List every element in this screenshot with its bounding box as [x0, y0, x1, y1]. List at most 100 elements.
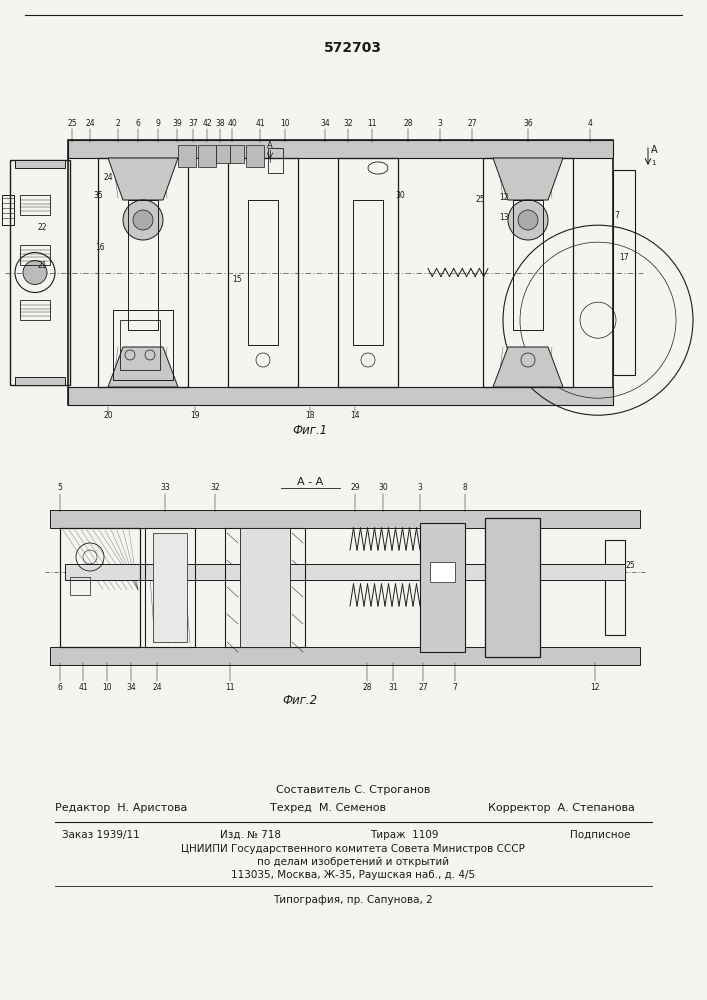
Text: 34: 34	[320, 119, 330, 128]
Text: 8: 8	[462, 483, 467, 492]
Bar	[20, 300, 50, 320]
Text: 11: 11	[367, 119, 377, 128]
Text: А - А: А - А	[297, 477, 323, 487]
Text: 19: 19	[190, 410, 200, 420]
Text: Типография, пр. Сапунова, 2: Типография, пр. Сапунова, 2	[273, 895, 433, 905]
Text: 36: 36	[523, 119, 533, 128]
Text: 13: 13	[499, 214, 509, 223]
Text: 24: 24	[152, 683, 162, 692]
Text: Корректор  А. Степанова: Корректор А. Степанова	[488, 803, 635, 813]
Text: 4: 4	[588, 119, 592, 128]
Text: 42: 42	[202, 119, 212, 128]
Text: 7: 7	[452, 683, 457, 692]
Text: 17: 17	[619, 253, 629, 262]
Text: 32: 32	[343, 119, 353, 128]
Bar	[216, 145, 230, 163]
Polygon shape	[493, 158, 563, 200]
Bar	[613, 170, 635, 375]
Text: 39: 39	[172, 119, 182, 128]
Bar	[50, 510, 640, 528]
Bar	[60, 528, 140, 647]
Text: 33: 33	[160, 483, 170, 492]
Text: 40: 40	[227, 119, 237, 128]
Text: 11: 11	[226, 683, 235, 692]
Bar	[248, 200, 278, 345]
Text: 15: 15	[232, 275, 242, 284]
Text: 22: 22	[37, 224, 47, 232]
Text: 1: 1	[651, 160, 655, 166]
Text: 28: 28	[362, 683, 372, 692]
Bar	[98, 158, 188, 387]
Bar	[483, 158, 573, 387]
Bar	[353, 200, 383, 345]
Bar	[246, 145, 264, 167]
Text: Фиг.2: Фиг.2	[282, 694, 317, 706]
Bar	[120, 320, 160, 370]
Bar	[68, 387, 613, 405]
Bar	[513, 200, 543, 330]
Text: 31: 31	[388, 683, 398, 692]
Text: 10: 10	[280, 119, 290, 128]
Text: 37: 37	[188, 119, 198, 128]
Text: 6: 6	[57, 683, 62, 692]
Text: 14: 14	[350, 410, 360, 420]
Bar	[15, 160, 65, 168]
Text: 572703: 572703	[324, 41, 382, 55]
Text: 25: 25	[625, 561, 635, 570]
Text: по делам изобретений и открытий: по делам изобретений и открытий	[257, 857, 449, 867]
Text: 35: 35	[93, 190, 103, 200]
Bar	[65, 564, 625, 580]
Circle shape	[23, 260, 47, 284]
Text: Заказ 1939/11: Заказ 1939/11	[62, 830, 140, 840]
Bar	[420, 523, 465, 652]
Text: 3: 3	[418, 483, 423, 492]
Circle shape	[123, 200, 163, 240]
Text: 28: 28	[403, 119, 413, 128]
Text: 25: 25	[67, 119, 77, 128]
Polygon shape	[493, 347, 563, 387]
Text: 25: 25	[475, 196, 485, 205]
Bar	[240, 528, 290, 647]
Bar	[178, 145, 196, 167]
Bar	[145, 528, 195, 647]
Bar	[605, 540, 625, 635]
Bar	[10, 160, 70, 385]
Bar	[485, 518, 540, 657]
Text: 21: 21	[37, 260, 47, 269]
Bar	[225, 528, 305, 647]
Bar	[68, 140, 613, 158]
Text: ЦНИИПИ Государственного комитета Совета Министров СССР: ЦНИИПИ Государственного комитета Совета …	[181, 844, 525, 854]
Text: 38: 38	[215, 119, 225, 128]
Text: 18: 18	[305, 410, 315, 420]
Bar	[50, 647, 640, 665]
Text: 2: 2	[116, 119, 120, 128]
Bar	[20, 195, 50, 215]
Bar	[153, 533, 187, 642]
Text: 113035, Москва, Ж-35, Раушская наб., д. 4/5: 113035, Москва, Ж-35, Раушская наб., д. …	[231, 870, 475, 880]
Bar	[2, 195, 14, 225]
Text: 32: 32	[210, 483, 220, 492]
Text: Тираж  1109: Тираж 1109	[370, 830, 438, 840]
Text: 7: 7	[614, 211, 619, 220]
Text: 41: 41	[255, 119, 265, 128]
Text: 6: 6	[136, 119, 141, 128]
Text: Техред  М. Семенов: Техред М. Семенов	[270, 803, 386, 813]
Text: 10: 10	[103, 683, 112, 692]
Text: 41: 41	[78, 683, 88, 692]
Text: Изд. № 718: Изд. № 718	[220, 830, 281, 840]
Bar	[70, 577, 90, 595]
Bar	[230, 145, 244, 163]
Polygon shape	[108, 158, 178, 200]
Text: 27: 27	[467, 119, 477, 128]
Text: 20: 20	[103, 410, 113, 420]
Bar	[128, 200, 158, 330]
Bar	[68, 140, 613, 405]
Bar	[268, 148, 283, 173]
Text: 27: 27	[418, 683, 428, 692]
Bar	[113, 310, 173, 380]
Bar	[430, 562, 455, 582]
Text: Составитель С. Строганов: Составитель С. Строганов	[276, 785, 430, 795]
Text: 12: 12	[590, 683, 600, 692]
Bar	[20, 245, 50, 265]
Bar	[338, 158, 398, 387]
